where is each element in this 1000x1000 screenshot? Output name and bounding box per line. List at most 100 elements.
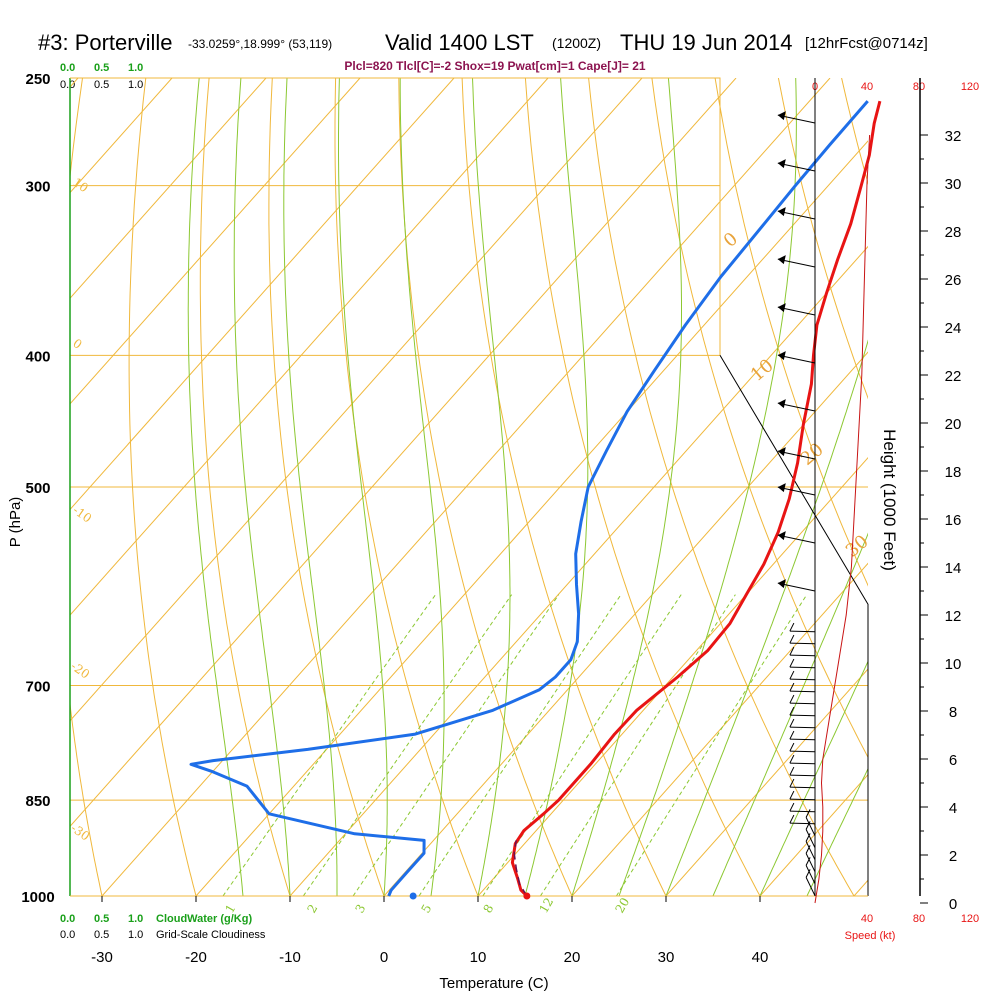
- wind-barb-staff: [789, 726, 816, 729]
- cloudwater-label: CloudWater (g/Kg): [156, 913, 252, 925]
- pressure-tick-label: 300: [25, 179, 50, 196]
- wind-barb: [777, 531, 816, 544]
- wind-barb-flag: [789, 694, 795, 704]
- isotherm-line: [70, 78, 267, 299]
- height-tick-label: 4: [949, 800, 957, 817]
- forecast-run: [12hrFcst@0714z]: [805, 35, 928, 52]
- dry-adiabat-line: [968, 78, 1000, 896]
- dry-adiabat-line: [651, 78, 868, 759]
- wind-barb: [789, 730, 816, 741]
- wind-barb-flag: [789, 682, 795, 692]
- wind-barb-flag: [789, 670, 795, 680]
- surface-dewpoint-dot: [409, 892, 417, 900]
- wind-barb-flag: [777, 351, 786, 361]
- dry-adiabat-line: [70, 78, 103, 896]
- wind-barb: [777, 399, 816, 412]
- height-tick-label: 32: [945, 128, 962, 145]
- mixing-ratio-line: [615, 594, 808, 896]
- wind-barb: [805, 809, 816, 837]
- dry-adiabat-label: 0: [70, 336, 84, 352]
- wind-barb-flag: [805, 845, 811, 854]
- moist-adiabat-line: [759, 660, 868, 896]
- height-tick-label: 0: [949, 896, 957, 913]
- cloud-scale-top-black-0: 0.0: [60, 79, 75, 91]
- height-tick-label: 16: [945, 512, 962, 529]
- wind-barb-flag: [789, 658, 795, 668]
- mixing-ratio-label: 2: [304, 902, 320, 916]
- wind-barb-staff: [789, 774, 816, 777]
- wind-barb-flag: [805, 869, 811, 878]
- height-tick-label: 28: [945, 224, 962, 241]
- wind-barb-flag: [789, 802, 795, 812]
- wind-barb: [777, 303, 816, 316]
- wind-barb-staff: [805, 829, 816, 849]
- dry-adiabat-line: [334, 78, 479, 896]
- moist-adiabat-line: [338, 78, 388, 896]
- height-tick-label: 8: [949, 704, 957, 721]
- wind-barb: [789, 634, 816, 645]
- wind-barb: [789, 802, 816, 813]
- wind-panel: [777, 78, 871, 904]
- speed-bottom-40: 40: [861, 913, 873, 925]
- dry-adiabat-label: -10: [70, 503, 94, 526]
- wind-barb-staff: [805, 877, 816, 897]
- wind-barb-flag: [777, 531, 786, 541]
- wind-barb: [789, 646, 816, 657]
- pressure-tick-label: 500: [25, 480, 50, 497]
- wind-barb-flag: [805, 809, 811, 818]
- dry-adiabat-line: [714, 78, 868, 587]
- wind-barb-flag: [777, 579, 786, 589]
- wind-barb-staff: [789, 810, 816, 813]
- height-tick-label: 24: [945, 320, 962, 337]
- valid-time: Valid 1400 LST: [385, 30, 534, 55]
- mixing-ratio-line: [352, 594, 560, 896]
- isotherm-line: [289, 245, 868, 896]
- dewpoint-profile: [189, 100, 869, 897]
- wind-barb-staff: [789, 714, 816, 717]
- temperature-tick-label: 20: [564, 949, 581, 966]
- wind-barb: [777, 207, 816, 220]
- dry-adiabat-line: [777, 78, 868, 400]
- wind-barb-staff: [789, 762, 816, 765]
- wind-barb: [777, 579, 816, 592]
- speed-scale-bottom: 40 80 120 Speed (kt): [845, 913, 980, 942]
- wind-barb-flag: [777, 255, 786, 265]
- surface-temperature-dot: [523, 892, 531, 900]
- pressure-tick-label: 250: [25, 71, 50, 88]
- isotherm-line: [70, 78, 361, 405]
- moist-adiabat-line: [399, 78, 445, 896]
- mixing-ratio-line: [418, 594, 622, 896]
- height-tick-label: 14: [945, 560, 962, 577]
- pressure-tick-label: 1000: [21, 889, 54, 906]
- wind-barb-staff: [805, 841, 816, 861]
- wind-barb-staff: [805, 817, 816, 837]
- moist-adiabat-line: [618, 78, 797, 896]
- wind-barb-staff: [789, 798, 816, 801]
- wind-barb: [805, 833, 816, 861]
- pressure-tick-label: 700: [25, 679, 50, 696]
- cloud-scale-top-green-0: 0.0: [60, 62, 75, 74]
- diagram-frame: [69, 77, 869, 897]
- wind-barb: [777, 447, 816, 460]
- speed-top-40: 40: [861, 81, 873, 93]
- wind-barb-staff: [789, 678, 816, 681]
- temperature-tick-label: -20: [185, 949, 207, 966]
- isotherm-line: [70, 78, 455, 511]
- wind-barb: [805, 869, 816, 897]
- height-tick-label: 10: [945, 656, 962, 673]
- y-axis-title: P (hPa): [7, 497, 24, 548]
- wind-barb: [777, 111, 816, 124]
- wind-barb: [789, 622, 816, 633]
- wind-barb-staff: [789, 654, 816, 657]
- wind-barb-staff: [789, 690, 816, 693]
- mixing-ratio-label: 8: [480, 902, 496, 916]
- wind-barb-flag: [777, 207, 786, 217]
- temperature-tick-label: 30: [658, 949, 675, 966]
- wind-barb-staff: [789, 738, 816, 741]
- speed-axis-title: Speed (kt): [845, 930, 896, 942]
- wind-barb-flag: [777, 399, 786, 409]
- cloud-scale-top: 0.0 0.5 1.0 0.0 0.5 1.0: [60, 62, 143, 91]
- wind-barb: [777, 159, 816, 172]
- height-tick-label: 26: [945, 272, 962, 289]
- wind-barb-flag: [789, 622, 795, 632]
